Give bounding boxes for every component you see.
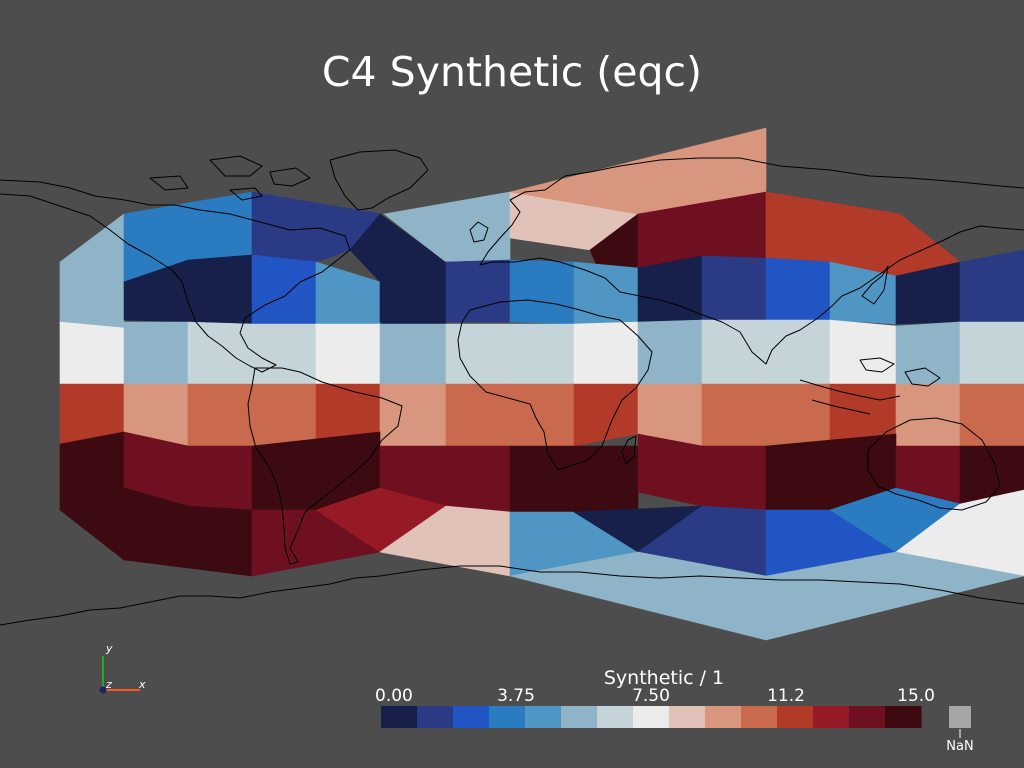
data-cell	[252, 384, 316, 446]
axes-triad: y x z	[100, 642, 147, 694]
data-cell	[960, 384, 1024, 446]
colorbar-swatch	[849, 706, 886, 728]
colorbar-swatch	[597, 706, 634, 728]
colorbar: Synthetic / 1 0.00 3.75 7.50 11.2 15.0 NaN	[375, 667, 974, 754]
colorbar-swatch	[561, 706, 598, 728]
data-cell	[702, 320, 766, 384]
data-cell	[638, 320, 702, 384]
data-cell	[380, 384, 446, 446]
data-cell	[574, 262, 638, 324]
colorbar-swatch	[669, 706, 706, 728]
data-cell	[124, 322, 188, 384]
data-cell	[60, 322, 124, 384]
colorbar-swatch	[777, 706, 814, 728]
data-cell	[380, 324, 446, 384]
colorbar-swatch	[705, 706, 742, 728]
nan-label: NaN	[946, 739, 973, 754]
data-cell	[188, 255, 252, 324]
colorbar-swatch	[525, 706, 562, 728]
data-cell	[446, 446, 510, 512]
data-cell	[510, 384, 574, 446]
coast-arctic-islands	[150, 156, 310, 200]
data-cell	[510, 260, 574, 324]
data-cell	[830, 320, 896, 384]
colorbar-swatch	[813, 706, 850, 728]
colorbar-tick-label: 15.0	[897, 686, 935, 706]
data-cell	[446, 324, 510, 384]
colorbar-swatch	[453, 706, 490, 728]
colorbar-swatch	[633, 706, 670, 728]
data-cell	[702, 256, 766, 320]
data-cell	[896, 384, 960, 446]
data-cell	[446, 260, 510, 322]
nan-swatch	[949, 706, 971, 728]
data-cell	[766, 320, 830, 384]
data-cell	[510, 324, 574, 384]
coast-greenland	[330, 150, 428, 210]
colorbar-tick-label: 7.50	[632, 686, 670, 706]
data-cell	[766, 258, 830, 320]
data-cell	[766, 384, 830, 446]
data-cell	[188, 384, 252, 446]
colorbar-swatch	[489, 706, 526, 728]
colorbar-tick-label: 0.00	[375, 686, 413, 706]
colorbar-swatch	[417, 706, 454, 728]
data-cell	[188, 446, 252, 510]
data-cell	[702, 384, 766, 446]
data-cell	[960, 322, 1024, 384]
data-cell	[702, 446, 766, 510]
y-axis-label: y	[105, 642, 113, 655]
data-cell	[188, 322, 252, 384]
z-axis-label: z	[105, 678, 112, 691]
data-cell	[896, 322, 960, 384]
data-cell	[638, 256, 702, 322]
data-cell	[60, 432, 124, 560]
data-cell	[574, 322, 638, 384]
data-cell	[252, 255, 316, 324]
data-cell	[446, 384, 510, 446]
colorbar-tick-label: 3.75	[497, 686, 535, 706]
data-cell	[638, 434, 702, 506]
data-cell	[960, 250, 1024, 322]
data-cell	[316, 324, 380, 384]
colorbar-swatch	[381, 706, 418, 728]
colorbar-swatch	[741, 706, 778, 728]
x-axis-label: x	[138, 678, 146, 691]
chart-title: C4 Synthetic (eqc)	[322, 48, 702, 96]
colorbar-tick-label: 11.2	[767, 686, 805, 706]
data-cell	[380, 262, 446, 322]
colorbar-swatch	[885, 706, 922, 728]
cube-sphere-cells	[60, 128, 1024, 640]
